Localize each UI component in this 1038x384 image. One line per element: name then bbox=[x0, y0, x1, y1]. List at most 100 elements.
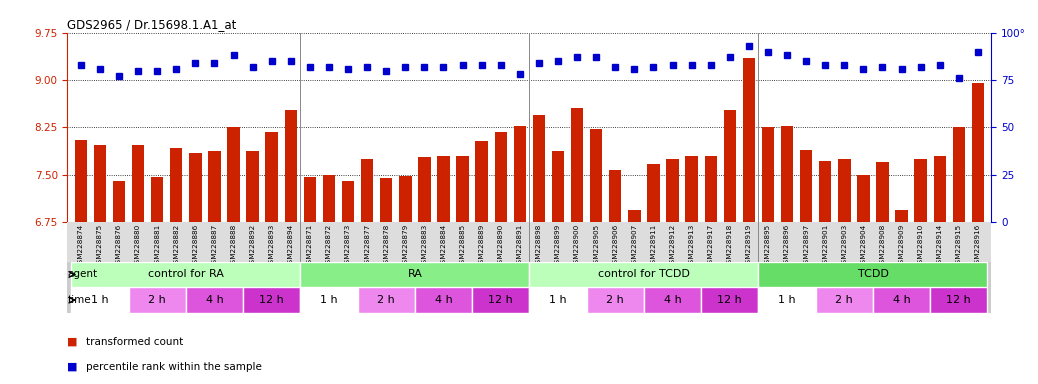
Bar bbox=[873, 287, 930, 313]
Text: GSM228909: GSM228909 bbox=[899, 224, 904, 268]
Text: GSM228907: GSM228907 bbox=[631, 224, 637, 268]
Bar bbox=[666, 159, 679, 222]
Text: control for RA: control for RA bbox=[147, 270, 224, 280]
Text: time: time bbox=[67, 295, 91, 305]
Text: GSM228898: GSM228898 bbox=[536, 224, 542, 268]
Text: GSM228914: GSM228914 bbox=[936, 224, 943, 268]
Bar bbox=[72, 262, 300, 287]
Bar bbox=[781, 126, 793, 222]
Text: GSM228882: GSM228882 bbox=[173, 224, 180, 268]
Text: GSM228913: GSM228913 bbox=[688, 224, 694, 268]
Text: 12 h: 12 h bbox=[488, 295, 513, 305]
Text: GSM228893: GSM228893 bbox=[269, 224, 275, 268]
Bar bbox=[475, 141, 488, 222]
Bar bbox=[648, 164, 660, 222]
Text: GSM228889: GSM228889 bbox=[479, 224, 485, 268]
Text: 2 h: 2 h bbox=[378, 295, 395, 305]
Bar bbox=[762, 127, 774, 222]
Text: GSM228899: GSM228899 bbox=[555, 224, 561, 268]
Text: 12 h: 12 h bbox=[260, 295, 284, 305]
Text: control for TCDD: control for TCDD bbox=[598, 270, 690, 280]
Text: GSM228878: GSM228878 bbox=[383, 224, 389, 268]
Bar bbox=[685, 156, 698, 222]
Text: ■: ■ bbox=[67, 337, 78, 347]
Text: ■: ■ bbox=[67, 362, 78, 372]
Text: GSM228892: GSM228892 bbox=[249, 224, 255, 268]
Text: GSM228901: GSM228901 bbox=[822, 224, 828, 268]
Bar bbox=[529, 262, 759, 287]
Bar bbox=[529, 287, 586, 313]
Text: GSM228887: GSM228887 bbox=[212, 224, 217, 268]
Text: 4 h: 4 h bbox=[663, 295, 681, 305]
Text: GSM228918: GSM228918 bbox=[727, 224, 733, 268]
Text: GSM228877: GSM228877 bbox=[364, 224, 371, 268]
Text: 1 h: 1 h bbox=[549, 295, 567, 305]
Text: GSM228912: GSM228912 bbox=[670, 224, 676, 268]
Text: GSM228885: GSM228885 bbox=[460, 224, 466, 268]
Bar bbox=[552, 151, 565, 222]
Bar bbox=[953, 127, 965, 222]
Text: 4 h: 4 h bbox=[435, 295, 453, 305]
Bar bbox=[170, 148, 183, 222]
Bar bbox=[705, 156, 717, 222]
Text: GSM228888: GSM228888 bbox=[230, 224, 237, 268]
Bar bbox=[571, 108, 583, 222]
Bar bbox=[838, 159, 850, 222]
Text: 2 h: 2 h bbox=[148, 295, 166, 305]
Text: GSM228891: GSM228891 bbox=[517, 224, 523, 268]
Bar bbox=[933, 156, 946, 222]
Text: GSM228916: GSM228916 bbox=[975, 224, 981, 268]
Bar bbox=[151, 177, 163, 222]
Text: GSM228884: GSM228884 bbox=[440, 224, 446, 268]
Bar bbox=[759, 287, 816, 313]
Text: 2 h: 2 h bbox=[836, 295, 853, 305]
Text: GSM228894: GSM228894 bbox=[288, 224, 294, 268]
Bar bbox=[323, 175, 335, 222]
Bar bbox=[644, 287, 701, 313]
Bar bbox=[380, 178, 392, 222]
Bar bbox=[358, 287, 415, 313]
Text: GSM228908: GSM228908 bbox=[879, 224, 885, 268]
Bar bbox=[186, 287, 243, 313]
Text: GSM228886: GSM228886 bbox=[192, 224, 198, 268]
Text: GSM228904: GSM228904 bbox=[861, 224, 867, 268]
Bar bbox=[93, 145, 106, 222]
Bar bbox=[227, 127, 240, 222]
Text: GSM228874: GSM228874 bbox=[78, 224, 84, 268]
Bar bbox=[494, 132, 507, 222]
Bar bbox=[300, 287, 358, 313]
Text: 12 h: 12 h bbox=[717, 295, 742, 305]
Bar bbox=[361, 159, 374, 222]
Text: GSM228875: GSM228875 bbox=[97, 224, 103, 268]
Text: GSM228872: GSM228872 bbox=[326, 224, 332, 268]
Text: GSM228906: GSM228906 bbox=[612, 224, 619, 268]
Text: 1 h: 1 h bbox=[91, 295, 109, 305]
Text: 4 h: 4 h bbox=[893, 295, 910, 305]
Text: GDS2965 / Dr.15698.1.A1_at: GDS2965 / Dr.15698.1.A1_at bbox=[67, 18, 237, 31]
Bar bbox=[209, 151, 221, 222]
Text: GSM228873: GSM228873 bbox=[345, 224, 351, 268]
Bar bbox=[342, 181, 354, 222]
Bar bbox=[972, 83, 984, 222]
Bar bbox=[72, 287, 129, 313]
Bar bbox=[590, 129, 602, 222]
Bar bbox=[284, 110, 297, 222]
Text: GSM228897: GSM228897 bbox=[803, 224, 810, 268]
Text: GSM228895: GSM228895 bbox=[765, 224, 771, 268]
Bar bbox=[399, 176, 411, 222]
Bar bbox=[300, 262, 529, 287]
Bar bbox=[189, 153, 201, 222]
Bar bbox=[896, 210, 908, 222]
Text: 2 h: 2 h bbox=[606, 295, 624, 305]
Bar bbox=[800, 149, 813, 222]
Bar bbox=[113, 181, 126, 222]
Text: GSM228919: GSM228919 bbox=[746, 224, 752, 268]
Bar bbox=[586, 287, 644, 313]
Text: GSM228903: GSM228903 bbox=[842, 224, 847, 268]
Bar bbox=[532, 115, 545, 222]
Text: TCDD: TCDD bbox=[857, 270, 889, 280]
Bar bbox=[472, 287, 529, 313]
Text: GSM228879: GSM228879 bbox=[403, 224, 408, 268]
Text: 1 h: 1 h bbox=[320, 295, 337, 305]
Bar bbox=[723, 110, 736, 222]
